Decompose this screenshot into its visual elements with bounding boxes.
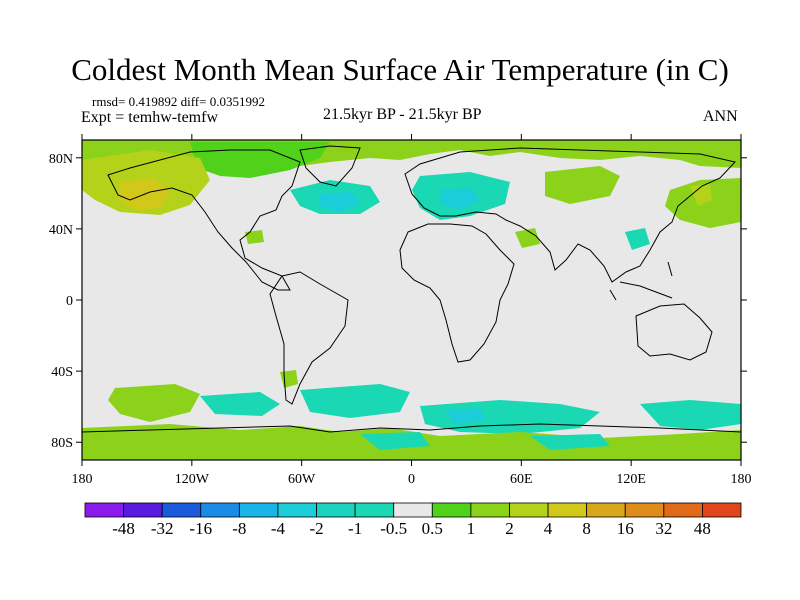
lon-tick-label: 60W bbox=[288, 472, 316, 487]
lon-tick-label: 180 bbox=[731, 472, 752, 487]
colorbar-label: 48 bbox=[694, 519, 711, 538]
colorbar-label: 2 bbox=[505, 519, 514, 538]
colorbar-swatch bbox=[547, 502, 588, 518]
coastline-eurasia bbox=[404, 147, 736, 283]
colorbar-swatch bbox=[123, 502, 163, 518]
anomaly-region-south-pacific-east bbox=[200, 392, 280, 416]
lat-tick-label: 40S bbox=[51, 365, 73, 380]
colorbar-swatch bbox=[509, 502, 549, 518]
anomaly-region-southern-indian bbox=[420, 400, 600, 434]
colorbar-label: 32 bbox=[655, 519, 672, 538]
coastline-antarctica bbox=[82, 423, 741, 433]
period-label: 21.5kyr BP - 21.5kyr BP bbox=[323, 106, 482, 123]
colorbar-swatch bbox=[354, 502, 395, 518]
colorbar-label: 1 bbox=[467, 519, 476, 538]
colorbar-swatch bbox=[84, 502, 124, 518]
colorbar-label: -0.5 bbox=[380, 519, 407, 538]
colorbar-swatch bbox=[277, 502, 317, 518]
coastline-australia bbox=[635, 303, 713, 361]
lon-tick-label: 180 bbox=[72, 472, 93, 487]
colorbar-label: -4 bbox=[271, 519, 286, 538]
lon-tick-label: 60E bbox=[510, 472, 533, 487]
anomaly-region-north-atlantic-core bbox=[318, 192, 360, 212]
colorbar-swatch bbox=[624, 502, 665, 518]
colorbar-label: -32 bbox=[151, 519, 174, 538]
season-label: ANN bbox=[703, 108, 738, 125]
anomaly-region-south-pacific-far-east bbox=[640, 400, 741, 430]
lat-tick-label: 40N bbox=[49, 223, 73, 238]
anomaly-region-south-atlantic bbox=[300, 384, 410, 418]
colorbar-swatch bbox=[663, 502, 703, 518]
coastlines bbox=[82, 145, 741, 433]
lat-tick-label: 80S bbox=[51, 436, 73, 451]
anomaly-region-south-pacific-west bbox=[108, 384, 200, 422]
stats-text: rmsd= 0.419892 diff= 0.0351992 bbox=[92, 94, 265, 109]
colorbar-swatch bbox=[586, 502, 626, 518]
coastline-maritime-islands bbox=[609, 261, 673, 301]
anomaly-region-central-asia bbox=[545, 166, 620, 204]
anomaly-region-china bbox=[625, 228, 650, 250]
colorbar-swatch bbox=[393, 502, 433, 518]
lon-tick-label: 120E bbox=[616, 472, 646, 487]
coastline-south-america bbox=[269, 271, 349, 405]
colorbar: -48 -32 -16 -8 -4 -2 -1 -0.5 0.5 1 2 4 8 16 32 48 bbox=[84, 502, 742, 538]
lon-tick-label: 0 bbox=[408, 472, 415, 487]
experiment-label: Expt = temhw-temfw bbox=[81, 109, 218, 126]
anomaly-region-middle-east bbox=[515, 228, 540, 248]
lat-tick-label: 80N bbox=[49, 152, 73, 167]
latitude-axis: 80N 40N 0 40S 80S bbox=[49, 152, 747, 451]
colorbar-swatch bbox=[702, 502, 742, 518]
colorbar-label: -2 bbox=[309, 519, 323, 538]
anomaly-region-kamchatka bbox=[690, 184, 712, 206]
colorbar-label: 0.5 bbox=[422, 519, 443, 538]
colorbar-swatch bbox=[238, 502, 279, 518]
colorbar-label: 16 bbox=[617, 519, 634, 538]
anomaly-region-ross-sea bbox=[360, 432, 430, 450]
colorbar-label: 4 bbox=[544, 519, 553, 538]
coastline-africa bbox=[399, 223, 515, 363]
anomaly-region-southern-indian-core bbox=[445, 408, 486, 424]
anomaly-region-greenland bbox=[190, 142, 330, 178]
colorbar-swatch bbox=[316, 502, 356, 518]
colorbar-label: -16 bbox=[189, 519, 212, 538]
anomaly-fields bbox=[82, 140, 741, 460]
longitude-axis: 180 120W 60W 0 60E 120E 180 bbox=[72, 134, 752, 487]
colorbar-swatch bbox=[431, 502, 472, 518]
coastline-north-america bbox=[107, 149, 301, 291]
anomaly-region-gulf bbox=[245, 230, 264, 244]
colorbar-label: 8 bbox=[582, 519, 591, 538]
colorbar-label: -1 bbox=[348, 519, 362, 538]
anomaly-region-europe-core bbox=[440, 188, 480, 210]
lon-tick-label: 120W bbox=[175, 472, 210, 487]
coastline-greenland bbox=[299, 145, 361, 187]
colorbar-swatch bbox=[200, 502, 240, 518]
colorbar-swatch bbox=[470, 502, 510, 518]
colorbar-label: -8 bbox=[232, 519, 246, 538]
map-title: Coldest Month Mean Surface Air Temperatu… bbox=[71, 52, 729, 87]
colorbar-swatch bbox=[161, 502, 202, 518]
colorbar-label: -48 bbox=[112, 519, 135, 538]
anomaly-region-weddell-sea bbox=[530, 434, 610, 450]
lat-tick-label: 0 bbox=[66, 294, 73, 309]
